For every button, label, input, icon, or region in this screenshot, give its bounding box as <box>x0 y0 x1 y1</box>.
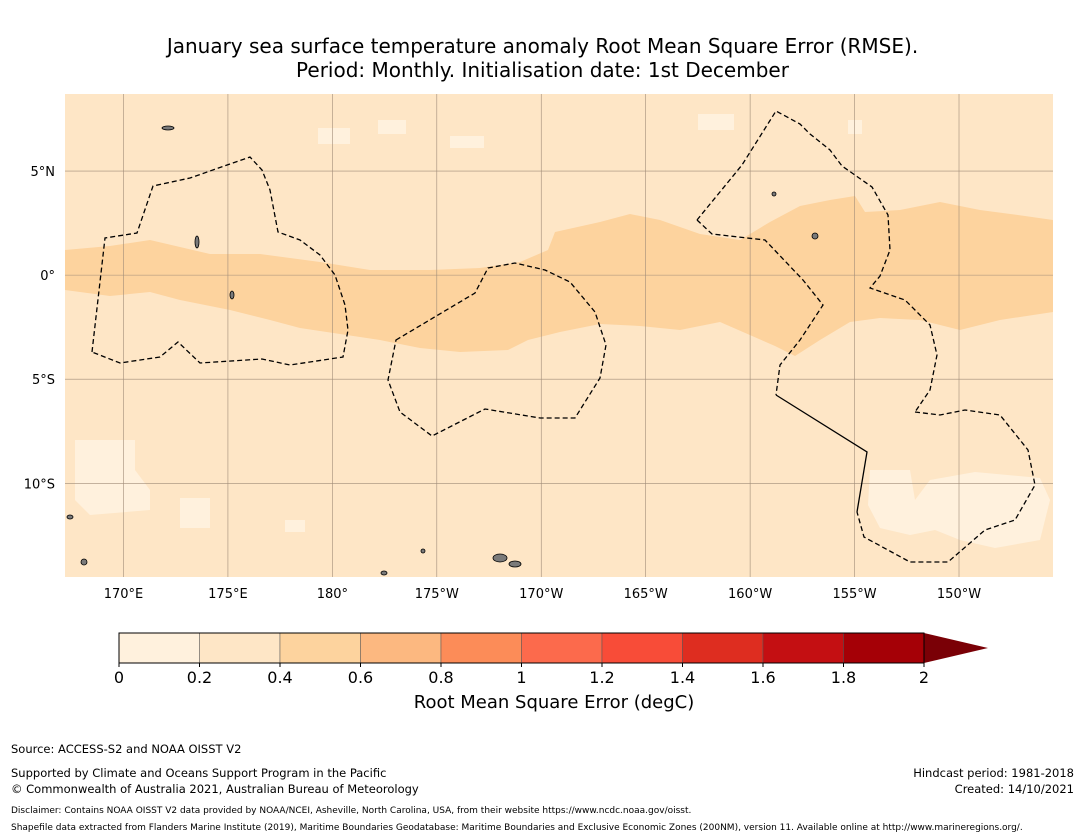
x-tick-label: 175°E <box>208 587 248 602</box>
low-rmse-patches <box>75 114 1050 548</box>
source-text: Source: ACCESS-S2 and NOAA OISST V2 <box>11 742 242 756</box>
y-tick-label: 5°N <box>31 165 56 180</box>
supported-text: Supported by Climate and Oceans Support … <box>11 766 387 780</box>
copyright-text: © Commonwealth of Australia 2021, Austra… <box>11 782 419 796</box>
colorbar-outline <box>118 632 925 664</box>
eez-line-islands <box>696 110 938 413</box>
colorbar-cell <box>682 632 764 664</box>
colorbar-tick-label: 1.8 <box>831 668 856 687</box>
eez-gilbert-islands <box>91 156 349 366</box>
colorbar-cell <box>762 632 844 664</box>
colorbar-cell <box>440 632 522 664</box>
colorbar-tick-labels: 0 0.2 0.4 0.6 0.8 1 1.2 1.4 1.6 1.8 2 <box>114 663 929 687</box>
chart-title-line1: January sea surface temperature anomaly … <box>166 34 919 58</box>
colorbar-cell <box>199 632 281 664</box>
colorbar-tick-label: 0 <box>114 668 124 687</box>
colorbar-label: Root Mean Square Error (degC) <box>413 692 695 713</box>
colorbar-cell <box>360 632 442 664</box>
y-tick-label: 10°S <box>24 477 55 492</box>
gridlines <box>65 94 1053 577</box>
chart-title-line2: Period: Monthly. Initialisation date: 1s… <box>296 58 789 82</box>
colorbar-tick-label: 0.8 <box>428 668 453 687</box>
eez-phoenix-islands <box>387 262 607 437</box>
colorbar-cell <box>279 632 361 664</box>
colorbar-cell <box>521 632 603 664</box>
maritime-boundary-solid <box>775 394 868 513</box>
eez-boundaries <box>91 110 1036 563</box>
colorbar-tick-label: 1.6 <box>750 668 775 687</box>
x-tick-label: 180° <box>317 587 348 602</box>
colorbar-tick-label: 1.2 <box>589 668 614 687</box>
x-tick-label: 165°W <box>624 587 668 602</box>
x-tick-label: 170°W <box>519 587 563 602</box>
colorbar-tick-label: 0.6 <box>348 668 373 687</box>
disclaimer-text: Disclaimer: Contains NOAA OISST V2 data … <box>11 806 692 816</box>
colorbar-cell <box>843 632 925 664</box>
rmse-map: 5°N 0° 5°S 10°S 170°E 175°E 180° 175°W 170°W 165… <box>24 94 1053 602</box>
created-text: Created: 14/10/2021 <box>954 782 1074 796</box>
y-tick-label: 5°S <box>32 373 55 388</box>
colorbar-cell <box>118 632 200 664</box>
eez-french-polynesia <box>856 409 1036 563</box>
colorbar-tick-label: 1 <box>516 668 526 687</box>
shapefile-text: Shapefile data extracted from Flanders M… <box>11 823 1023 833</box>
colorbar-extend-arrow <box>924 633 988 663</box>
colorbar-tick-label: 2 <box>919 668 929 687</box>
x-tick-labels: 170°E 175°E 180° 175°W 170°W 165°W 160°W 155°W 1… <box>104 587 982 602</box>
colorbar-tick-label: 0.2 <box>187 668 212 687</box>
colorbar-tick-label: 1.4 <box>670 668 695 687</box>
hindcast-text: Hindcast period: 1981-2018 <box>913 766 1074 780</box>
colorbar-cells <box>118 632 925 664</box>
y-tick-label: 0° <box>40 269 55 284</box>
islands <box>66 125 819 576</box>
x-tick-label: 175°W <box>415 587 459 602</box>
x-tick-label: 160°W <box>728 587 772 602</box>
x-tick-label: 155°W <box>832 587 876 602</box>
x-tick-label: 170°E <box>104 587 144 602</box>
x-tick-label: 150°W <box>937 587 981 602</box>
colorbar-tick-label: 0.4 <box>267 668 292 687</box>
colorbar-cell <box>601 632 683 664</box>
eez-line-islands-west <box>696 219 824 396</box>
y-tick-labels: 5°N 0° 5°S 10°S <box>24 165 55 492</box>
